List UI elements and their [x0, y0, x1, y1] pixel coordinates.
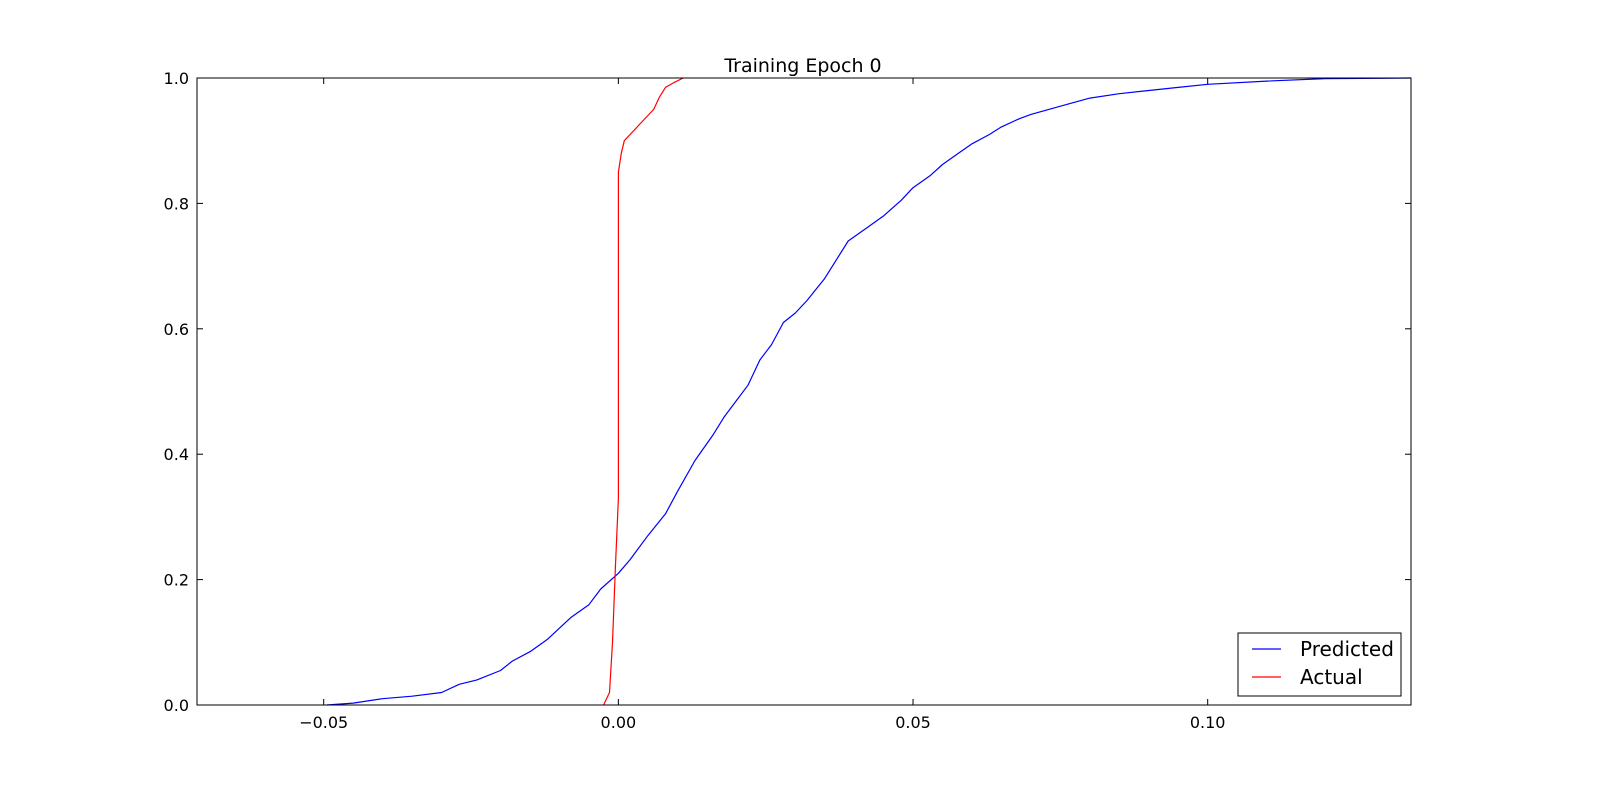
legend-label-actual: Actual — [1300, 665, 1363, 689]
x-tick-label: 0.00 — [601, 713, 637, 732]
y-tick-label: 0.2 — [164, 571, 189, 590]
plot-area — [197, 78, 1411, 705]
legend-label-predicted: Predicted — [1300, 637, 1394, 661]
x-tick-label: 0.10 — [1190, 713, 1226, 732]
series-layer — [326, 77, 1412, 706]
y-tick-label: 0.8 — [164, 194, 189, 213]
y-tick-label: 0.4 — [164, 445, 189, 464]
series-line-predicted — [326, 77, 1412, 706]
y-tick-label: 0.0 — [164, 696, 189, 715]
y-tick-label: 0.6 — [164, 320, 189, 339]
x-tick-label: −0.05 — [299, 713, 348, 732]
y-tick-label: 1.0 — [164, 69, 189, 88]
tick-layer: −0.05 0.00 0.05 0.10 0.0 0.2 0.4 0.6 0.8 1.0 — [164, 69, 1411, 732]
chart-title: Training Epoch 0 — [723, 55, 881, 77]
series-line-actual — [603, 77, 684, 706]
plot-frame — [196, 77, 1412, 706]
legend: Predicted Actual — [1237, 632, 1402, 697]
legend-box — [1237, 632, 1402, 697]
x-tick-label: 0.05 — [895, 713, 931, 732]
